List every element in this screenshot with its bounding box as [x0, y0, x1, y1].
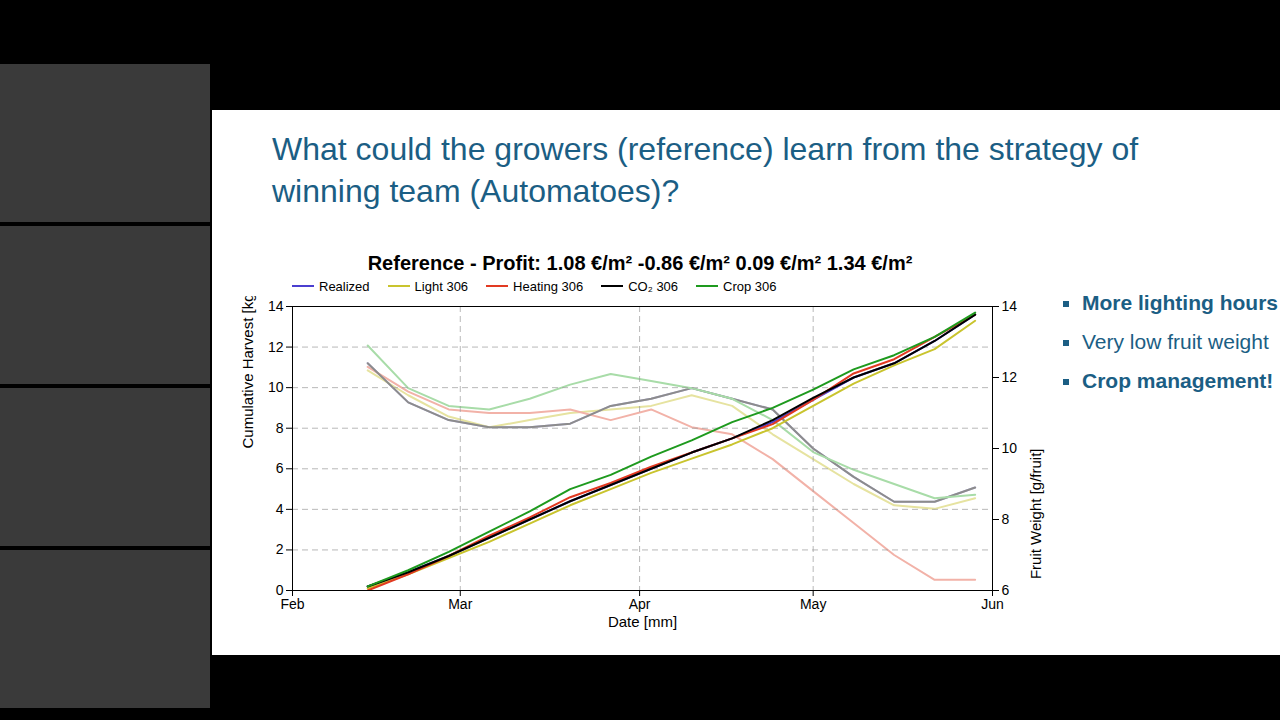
svg-text:2: 2 [276, 541, 284, 557]
svg-text:Date [mm]: Date [mm] [608, 613, 677, 630]
svg-text:0: 0 [275, 582, 284, 598]
svg-text:6: 6 [1001, 582, 1010, 598]
svg-text:Feb: Feb [280, 596, 304, 612]
html-text:Very low fruit weight: Very low fruit weight [1082, 330, 1269, 353]
svg-text:12: 12 [1002, 369, 1018, 385]
svg-text:May: May [800, 596, 826, 612]
svg-text:14: 14 [1002, 298, 1018, 314]
svg-text:4: 4 [276, 501, 284, 517]
svg-text:8: 8 [1002, 511, 1010, 527]
html-text:CO₂ 306: CO₂ 306 [628, 278, 679, 294]
html-text:Crop management!: Crop management! [1082, 369, 1274, 392]
html-text:Realized: Realized [319, 278, 370, 294]
svg-text:8: 8 [276, 420, 284, 436]
svg-text:12: 12 [268, 339, 284, 355]
html-text:Reference - Profit: 1.08 €/m²: Reference - Profit: 1.08 €/m² -0.86 €/m²… [367, 252, 913, 274]
svg-text:10: 10 [1002, 440, 1018, 456]
html-text:What could the growers (refere: What could the growers (reference) learn… [272, 131, 1139, 209]
svg-text:10: 10 [268, 379, 284, 395]
svg-text:Jun: Jun [981, 596, 1004, 612]
html-text:Light 306: Light 306 [414, 278, 469, 294]
svg-text:Cumulative Harvest [kg/m²]: Cumulative Harvest [kg/m²] [239, 296, 256, 449]
html-text:More lighting hours: More lighting hours [1082, 291, 1278, 314]
svg-text:Fruit Weight [g/fruit]: Fruit Weight [g/fruit] [1027, 449, 1044, 580]
svg-text:Apr: Apr [629, 596, 651, 612]
html-text:Crop 306: Crop 306 [723, 278, 777, 294]
svg-text:14: 14 [268, 298, 284, 314]
svg-text:6: 6 [276, 460, 284, 476]
svg-text:Mar: Mar [448, 596, 472, 612]
html-text:Heating 306: Heating 306 [513, 278, 584, 294]
